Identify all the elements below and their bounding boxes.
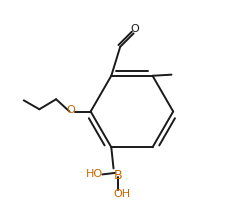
Text: B: B [114, 169, 123, 182]
Text: O: O [67, 105, 76, 115]
Text: OH: OH [113, 189, 130, 199]
Text: O: O [131, 24, 139, 34]
Text: HO: HO [86, 169, 103, 180]
